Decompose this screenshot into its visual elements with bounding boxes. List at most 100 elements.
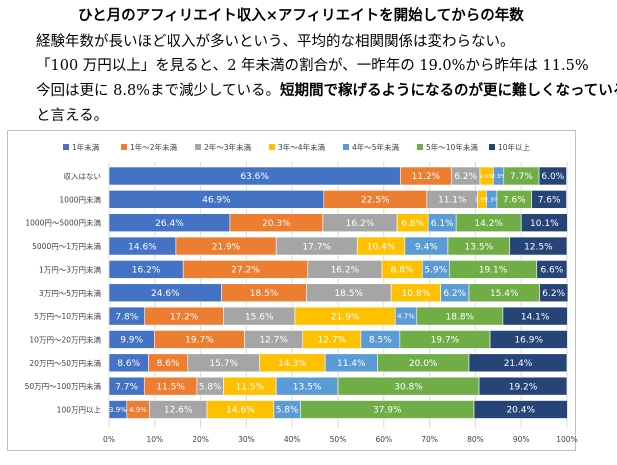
category-label: 収入はない	[64, 172, 102, 181]
data-label: 13.5%	[465, 242, 494, 252]
data-label: 7.6%	[538, 196, 561, 206]
legend-label: 2年〜3年未満	[204, 142, 252, 152]
category-label: 20万円〜50万円未満	[29, 358, 101, 368]
category-label: 10万円〜20万円未満	[29, 334, 101, 344]
bar-segment	[489, 330, 568, 349]
data-label: 10.8%	[402, 289, 431, 299]
data-label: 5.8%	[199, 382, 222, 392]
data-label: 2.3%	[485, 197, 499, 203]
category-label: 1万円〜3万円未満	[39, 264, 102, 274]
data-label: 7.8%	[115, 312, 138, 322]
data-label: 19.2%	[509, 382, 538, 392]
data-label: 2.3%	[492, 174, 506, 180]
data-label: 12.7%	[318, 336, 347, 346]
legend-label: 4年〜5年未満	[352, 142, 400, 152]
data-label: 15.7%	[209, 359, 238, 369]
bar-segment	[531, 190, 567, 209]
data-label: 15.6%	[245, 312, 274, 322]
x-tick-label: 10%	[146, 435, 163, 444]
paragraph-line-2: 「100 万円以上」を見ると、2 年未満の割合が、一昨年の 19.0%から昨年は…	[36, 58, 589, 74]
category-label: 1000円〜5000円未満	[25, 218, 101, 228]
bar-segment	[478, 376, 568, 396]
data-label: 6.6%	[540, 266, 563, 276]
data-label: 6.2%	[443, 289, 466, 299]
legend-swatch	[121, 144, 127, 150]
data-label: 7.7%	[510, 172, 533, 182]
data-label: 16.9%	[514, 336, 543, 346]
data-label: 14.6%	[128, 242, 157, 252]
legend-label: 3年〜4年未満	[278, 142, 326, 152]
data-label: 21.4%	[504, 359, 533, 369]
data-label: 63.6%	[240, 172, 269, 182]
data-label: 30.8%	[394, 382, 423, 392]
data-label: 11.5%	[236, 382, 265, 392]
data-label: 15.4%	[490, 289, 519, 299]
data-label: 12.6%	[164, 406, 193, 416]
category-label: 100万円以上	[57, 406, 102, 415]
bar-segment	[538, 166, 567, 186]
data-label: 6.8%	[401, 219, 424, 229]
legend-swatch	[63, 144, 69, 150]
x-tick-label: 20%	[192, 435, 209, 444]
paragraph-line-1: 経験年数が長いほど収入が多いという、平均的な相関関係は変わらない。	[36, 34, 515, 50]
category-label: 50万円〜100万円未満	[25, 381, 102, 391]
x-tick-label: 50%	[330, 435, 347, 444]
bar-segment	[502, 306, 568, 326]
category-label: 5万円〜10万円未満	[34, 311, 101, 321]
data-label: 14.2%	[474, 219, 503, 229]
data-label: 12.5%	[524, 242, 553, 252]
x-tick-label: 60%	[375, 435, 392, 444]
x-tick-label: 30%	[238, 435, 255, 444]
bar-segment	[468, 353, 568, 373]
bar-segment	[539, 283, 569, 303]
data-label: 11.5%	[156, 382, 185, 392]
paragraph-line-3-text: 今回は更に 8.8%まで減少している。	[36, 83, 281, 99]
data-label: 16.2%	[132, 266, 161, 276]
paragraph-line-3-emphasis: 短期間で稼げるようになるのが更に難しくなっている	[280, 82, 617, 99]
data-label: 20.0%	[409, 359, 438, 369]
legend-swatch	[269, 144, 275, 150]
data-label: 9.4%	[415, 242, 438, 252]
data-label: 10.4%	[367, 242, 396, 252]
data-label: 10.1%	[530, 219, 559, 229]
data-label: 17.7%	[302, 242, 331, 252]
data-label: 18.5%	[334, 289, 363, 299]
data-label: 11.1%	[438, 196, 467, 206]
data-label: 6.1%	[431, 219, 454, 229]
bar-segment	[473, 400, 568, 419]
data-label: 13.5%	[293, 382, 322, 392]
data-label: 14.3%	[278, 359, 307, 369]
data-label: 8.6%	[117, 359, 140, 369]
data-label: 6.2%	[454, 172, 477, 182]
data-label: 19.1%	[479, 266, 508, 276]
data-label: 4.7%	[397, 313, 415, 321]
x-tick-label: 90%	[513, 435, 530, 444]
bar-segment	[536, 260, 568, 279]
data-label: 8.5%	[369, 336, 392, 346]
data-label: 3.9%	[109, 406, 127, 414]
category-label: 5000円〜1万円未満	[32, 241, 101, 251]
data-label: 20.4%	[506, 406, 535, 416]
data-label: 9.9%	[120, 336, 143, 346]
data-label: 37.9%	[373, 406, 402, 416]
paragraph-line-3: 今回は更に 8.8%まで減少している。短期間で稼げるようになるのが更に難しくなっ…	[36, 79, 617, 100]
data-label: 2.9%	[480, 174, 494, 180]
x-tick-label: 0%	[103, 435, 115, 444]
data-label: 17.2%	[170, 312, 199, 322]
data-label: 16.2%	[346, 219, 375, 229]
legend-swatch	[343, 144, 349, 150]
category-label: 1000円未満	[59, 194, 101, 204]
bar-segment	[509, 236, 568, 256]
legend-swatch	[417, 144, 423, 150]
data-label: 5.9%	[424, 266, 447, 276]
data-label: 27.2%	[231, 266, 260, 276]
data-label: 11.2%	[412, 172, 441, 182]
paragraph-line-4: と言える。	[36, 108, 109, 124]
legend-label: 1年未満	[72, 142, 100, 152]
x-tick-label: 100%	[556, 435, 577, 444]
legend-swatch	[195, 144, 201, 150]
data-label: 19.7%	[431, 336, 460, 346]
category-label: 3万円〜5万円未満	[39, 288, 102, 298]
data-label: 12.7%	[259, 336, 288, 346]
legend-label: 10年以上	[498, 142, 531, 152]
